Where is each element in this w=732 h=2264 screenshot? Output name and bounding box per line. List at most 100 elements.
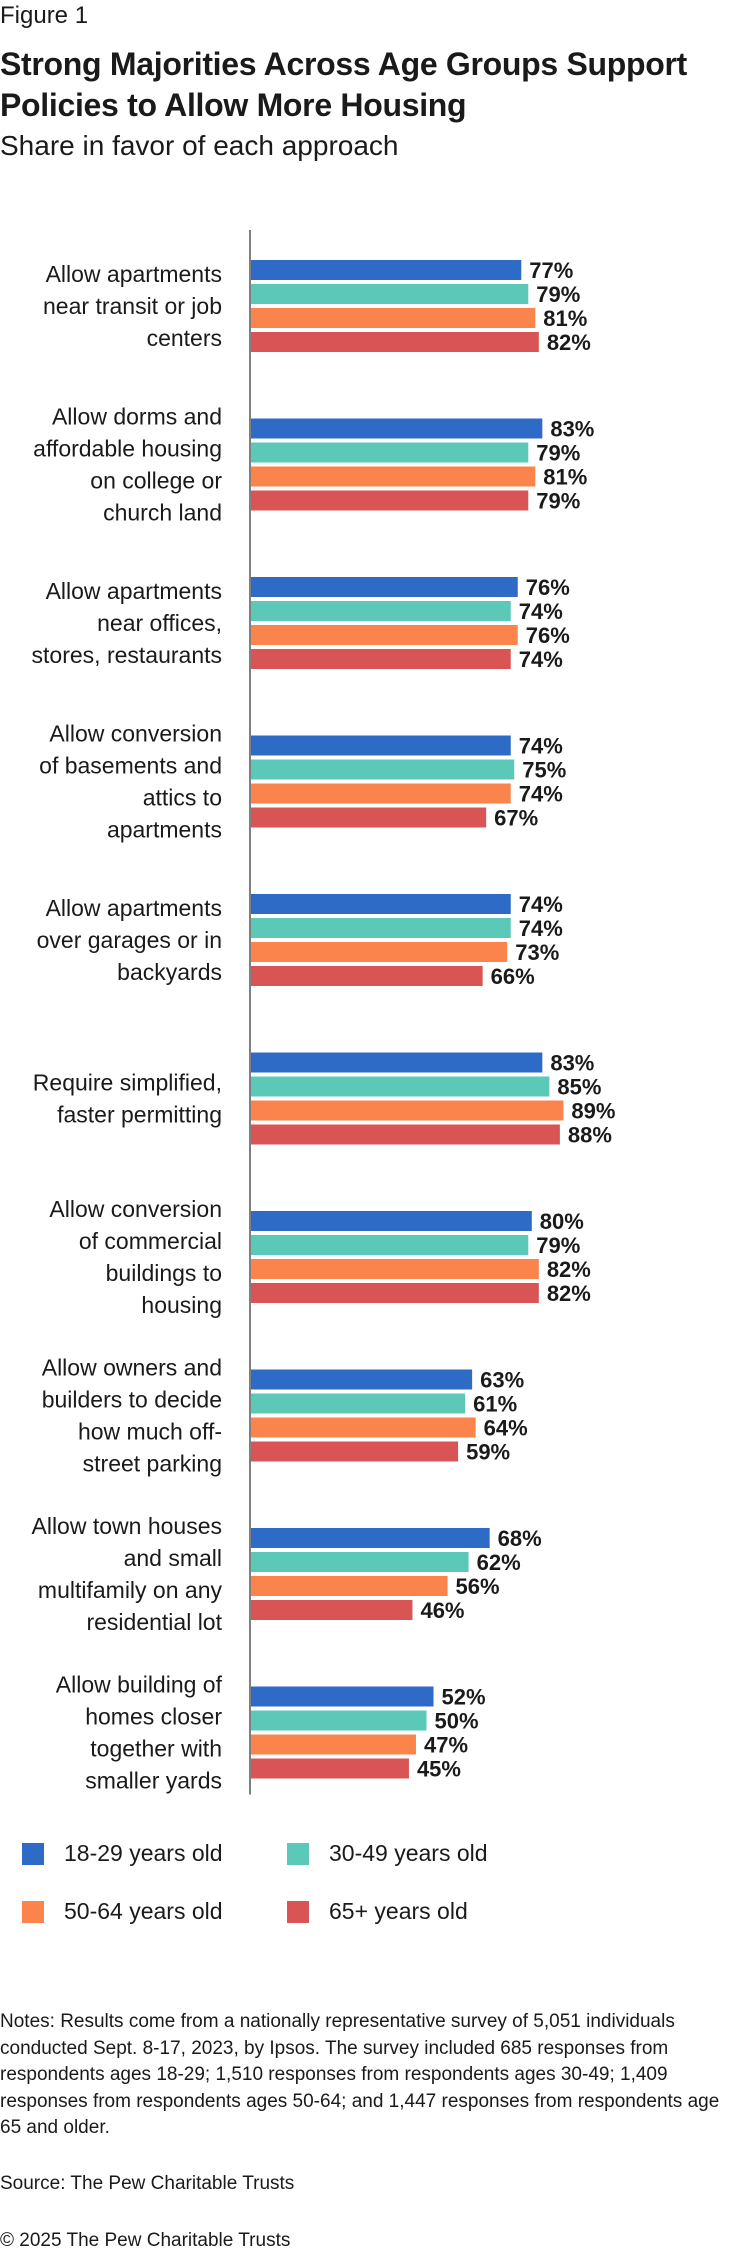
bar: [251, 442, 529, 463]
data-label: 67%: [494, 806, 538, 831]
data-label: 77%: [529, 258, 573, 283]
bar: [251, 1235, 529, 1255]
bar: [251, 601, 511, 621]
data-label: 83%: [550, 417, 594, 442]
bar: [251, 1734, 416, 1755]
category-label: Allow apartments: [46, 261, 222, 287]
bar: [251, 1100, 564, 1121]
bar: [251, 625, 518, 645]
data-label: 79%: [536, 489, 580, 514]
category-label: near offices,: [97, 610, 222, 636]
data-label: 82%: [547, 1281, 591, 1306]
category-label: Allow building of: [56, 1672, 223, 1698]
category-label: multifamily on any: [38, 1577, 223, 1603]
category-label: of commercial: [79, 1228, 222, 1254]
data-label: 68%: [498, 1526, 542, 1551]
category-label: near transit or job: [43, 293, 222, 319]
data-label: 85%: [557, 1075, 601, 1100]
category-label: street parking: [83, 1451, 222, 1477]
data-label: 74%: [519, 892, 563, 917]
bar: [251, 418, 543, 439]
source: Source: The Pew Charitable Trusts: [0, 2173, 295, 2194]
bar: [251, 649, 511, 669]
data-label: 83%: [550, 1051, 594, 1076]
bar: [251, 1259, 539, 1279]
data-label: 61%: [473, 1392, 517, 1417]
category-label: centers: [147, 325, 222, 351]
category-label: of basements and: [39, 753, 222, 779]
data-label: 73%: [515, 940, 559, 965]
notes: Notes: Results come from a nationally re…: [0, 2011, 720, 2138]
legend-item: 50-64 years old: [22, 1898, 223, 1925]
category-label: over garages or in: [37, 927, 222, 953]
category-label: housing: [141, 1292, 222, 1318]
bar: [251, 759, 515, 780]
category-label: on college or: [90, 468, 222, 494]
legend-label: 65+ years old: [329, 1898, 468, 1924]
data-label: 50%: [435, 1709, 479, 1734]
bar: [251, 466, 536, 487]
data-label: 74%: [519, 782, 563, 807]
bar: [251, 807, 487, 828]
data-label: 62%: [477, 1550, 521, 1575]
bar: [251, 1211, 532, 1231]
category-label: faster permitting: [57, 1102, 222, 1128]
data-label: 45%: [417, 1757, 461, 1782]
bar: [251, 1076, 550, 1097]
data-label: 66%: [491, 964, 535, 989]
category-label: Allow town houses: [32, 1513, 223, 1539]
data-label: 79%: [536, 441, 580, 466]
bar: [251, 1441, 459, 1462]
chart-title: Strong Majorities Across Age Groups Supp…: [0, 46, 688, 123]
data-label: 88%: [568, 1123, 612, 1148]
data-label: 76%: [526, 623, 570, 648]
bar: [251, 1686, 434, 1707]
chart-subtitle: Share in favor of each approach: [0, 130, 399, 161]
data-label: 52%: [442, 1685, 486, 1710]
legend-swatch: [22, 1842, 44, 1865]
category-label: residential lot: [86, 1609, 222, 1635]
data-label: 81%: [543, 306, 587, 331]
data-label: 74%: [519, 734, 563, 759]
data-label: 46%: [420, 1598, 464, 1623]
bar: [251, 918, 511, 938]
legend-label: 30-49 years old: [329, 1840, 488, 1866]
bar: [251, 1552, 469, 1572]
bar: [251, 1600, 413, 1620]
data-label: 63%: [480, 1368, 524, 1393]
category-label: buildings to: [106, 1260, 222, 1286]
category-label: together with: [90, 1736, 222, 1762]
bar: [251, 260, 522, 280]
copyright: © 2025 The Pew Charitable Trusts: [0, 2230, 291, 2251]
category-label: homes closer: [85, 1704, 222, 1730]
category-label: affordable housing: [33, 436, 222, 462]
category-label: and small: [124, 1545, 222, 1571]
category-label: Allow dorms and: [52, 404, 222, 430]
bar: [251, 1528, 490, 1548]
data-label: 82%: [547, 1257, 591, 1282]
category-label: backyards: [117, 959, 222, 985]
category-label: Allow conversion: [49, 1196, 222, 1222]
legend-item: 18-29 years old: [22, 1840, 223, 1867]
data-label: 80%: [540, 1209, 584, 1234]
bar: [251, 1283, 539, 1303]
legend-label: 18-29 years old: [64, 1840, 223, 1866]
bar: [251, 1124, 560, 1145]
figure-label: Figure 1: [0, 2, 89, 29]
legend-swatch: [22, 1900, 44, 1923]
bar: [251, 942, 508, 962]
data-label: 76%: [526, 575, 570, 600]
category-label: Allow apartments: [46, 895, 222, 921]
bar-chart: Allow apartments near transit or job cente…: [32, 230, 615, 1795]
legend-label: 50-64 years old: [64, 1898, 223, 1924]
bar: [251, 577, 518, 597]
bar: [251, 1576, 448, 1596]
legend-swatch: [287, 1842, 309, 1865]
category-label: Allow apartments: [46, 578, 222, 604]
category-label: attics to: [143, 785, 222, 811]
legend-item: 30-49 years old: [287, 1840, 488, 1867]
bar: [251, 1417, 476, 1438]
bar: [251, 735, 511, 756]
bar: [251, 490, 529, 511]
data-label: 74%: [519, 916, 563, 941]
